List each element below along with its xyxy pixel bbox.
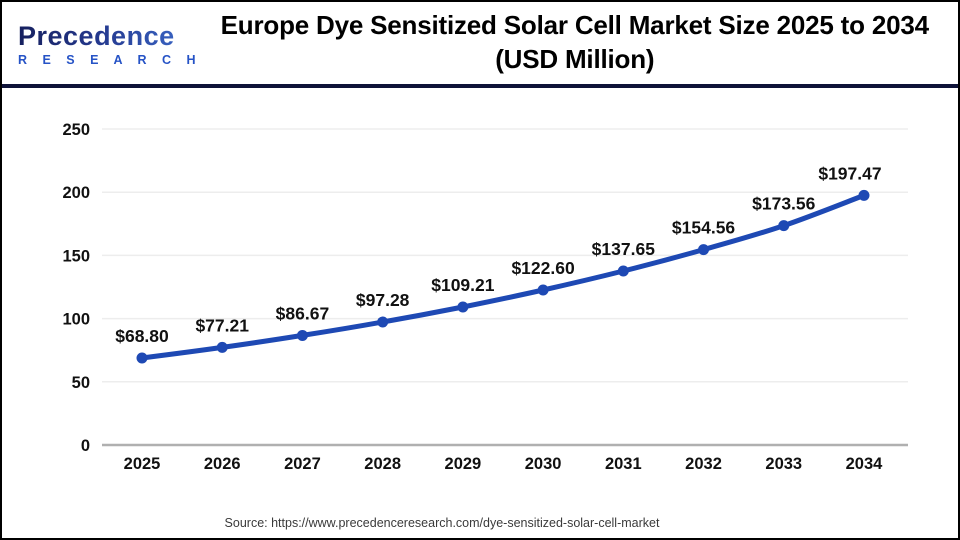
x-axis-label: 2031 <box>605 455 642 473</box>
data-point-marker <box>858 189 870 201</box>
y-tick-label: 150 <box>62 247 90 265</box>
header: Precedence R E S E A R C H Europe Dye Se… <box>2 2 958 84</box>
header-divider <box>2 84 958 88</box>
data-point-label: $173.56 <box>752 194 816 214</box>
data-point-label: $68.80 <box>115 326 169 346</box>
y-tick-label: 0 <box>81 437 90 455</box>
series-line <box>139 192 867 361</box>
data-point-label: $109.21 <box>431 275 495 295</box>
y-tick-label: 200 <box>62 184 90 202</box>
data-point-label: $137.65 <box>592 239 656 259</box>
x-axis-label: 2025 <box>124 455 161 473</box>
data-point-marker <box>778 220 790 232</box>
page-title: Europe Dye Sensitized Solar Cell Market … <box>202 9 958 77</box>
chart-svg: 0 50 100 150 200 250 2025 2026 2027 2028 2029 2030 2… <box>62 121 908 473</box>
data-point-marker <box>457 301 469 313</box>
data-point-marker <box>216 341 228 353</box>
x-axis-label: 2030 <box>525 455 562 473</box>
data-point-label: $197.47 <box>818 163 881 183</box>
x-axis-label: 2026 <box>204 455 241 473</box>
data-point-label: $122.60 <box>511 258 575 278</box>
x-axis-label: 2034 <box>846 455 884 473</box>
data-point-marker <box>698 244 710 256</box>
x-axis-label: 2032 <box>685 455 722 473</box>
data-point-label: $154.56 <box>672 218 736 238</box>
x-axis-label: 2033 <box>765 455 802 473</box>
logo-sub-text: R E S E A R C H <box>18 53 202 68</box>
y-tick-label: 50 <box>72 374 90 392</box>
data-point-marker <box>377 316 389 328</box>
title-line-2: (USD Million) <box>495 44 655 74</box>
data-point-marker <box>537 284 549 296</box>
precedence-logo: Precedence R E S E A R C H <box>2 19 202 67</box>
data-point-label: $97.28 <box>356 290 410 310</box>
x-axis-label: 2027 <box>284 455 321 473</box>
data-point-label: $77.21 <box>195 315 249 335</box>
logo-brand-text: Precedence <box>18 23 202 50</box>
data-point-marker <box>617 265 629 277</box>
data-point-marker <box>296 329 308 341</box>
x-axis-label: 2028 <box>364 455 401 473</box>
x-axis-label: 2029 <box>445 455 482 473</box>
source-text: Source: https://www.precedenceresearch.c… <box>224 516 660 530</box>
title-line-1: Europe Dye Sensitized Solar Cell Market … <box>220 10 929 41</box>
y-tick-label: 250 <box>62 121 90 139</box>
data-point-label: $86.67 <box>276 303 330 323</box>
y-tick-label: 100 <box>62 311 90 329</box>
data-point-marker <box>136 352 148 364</box>
